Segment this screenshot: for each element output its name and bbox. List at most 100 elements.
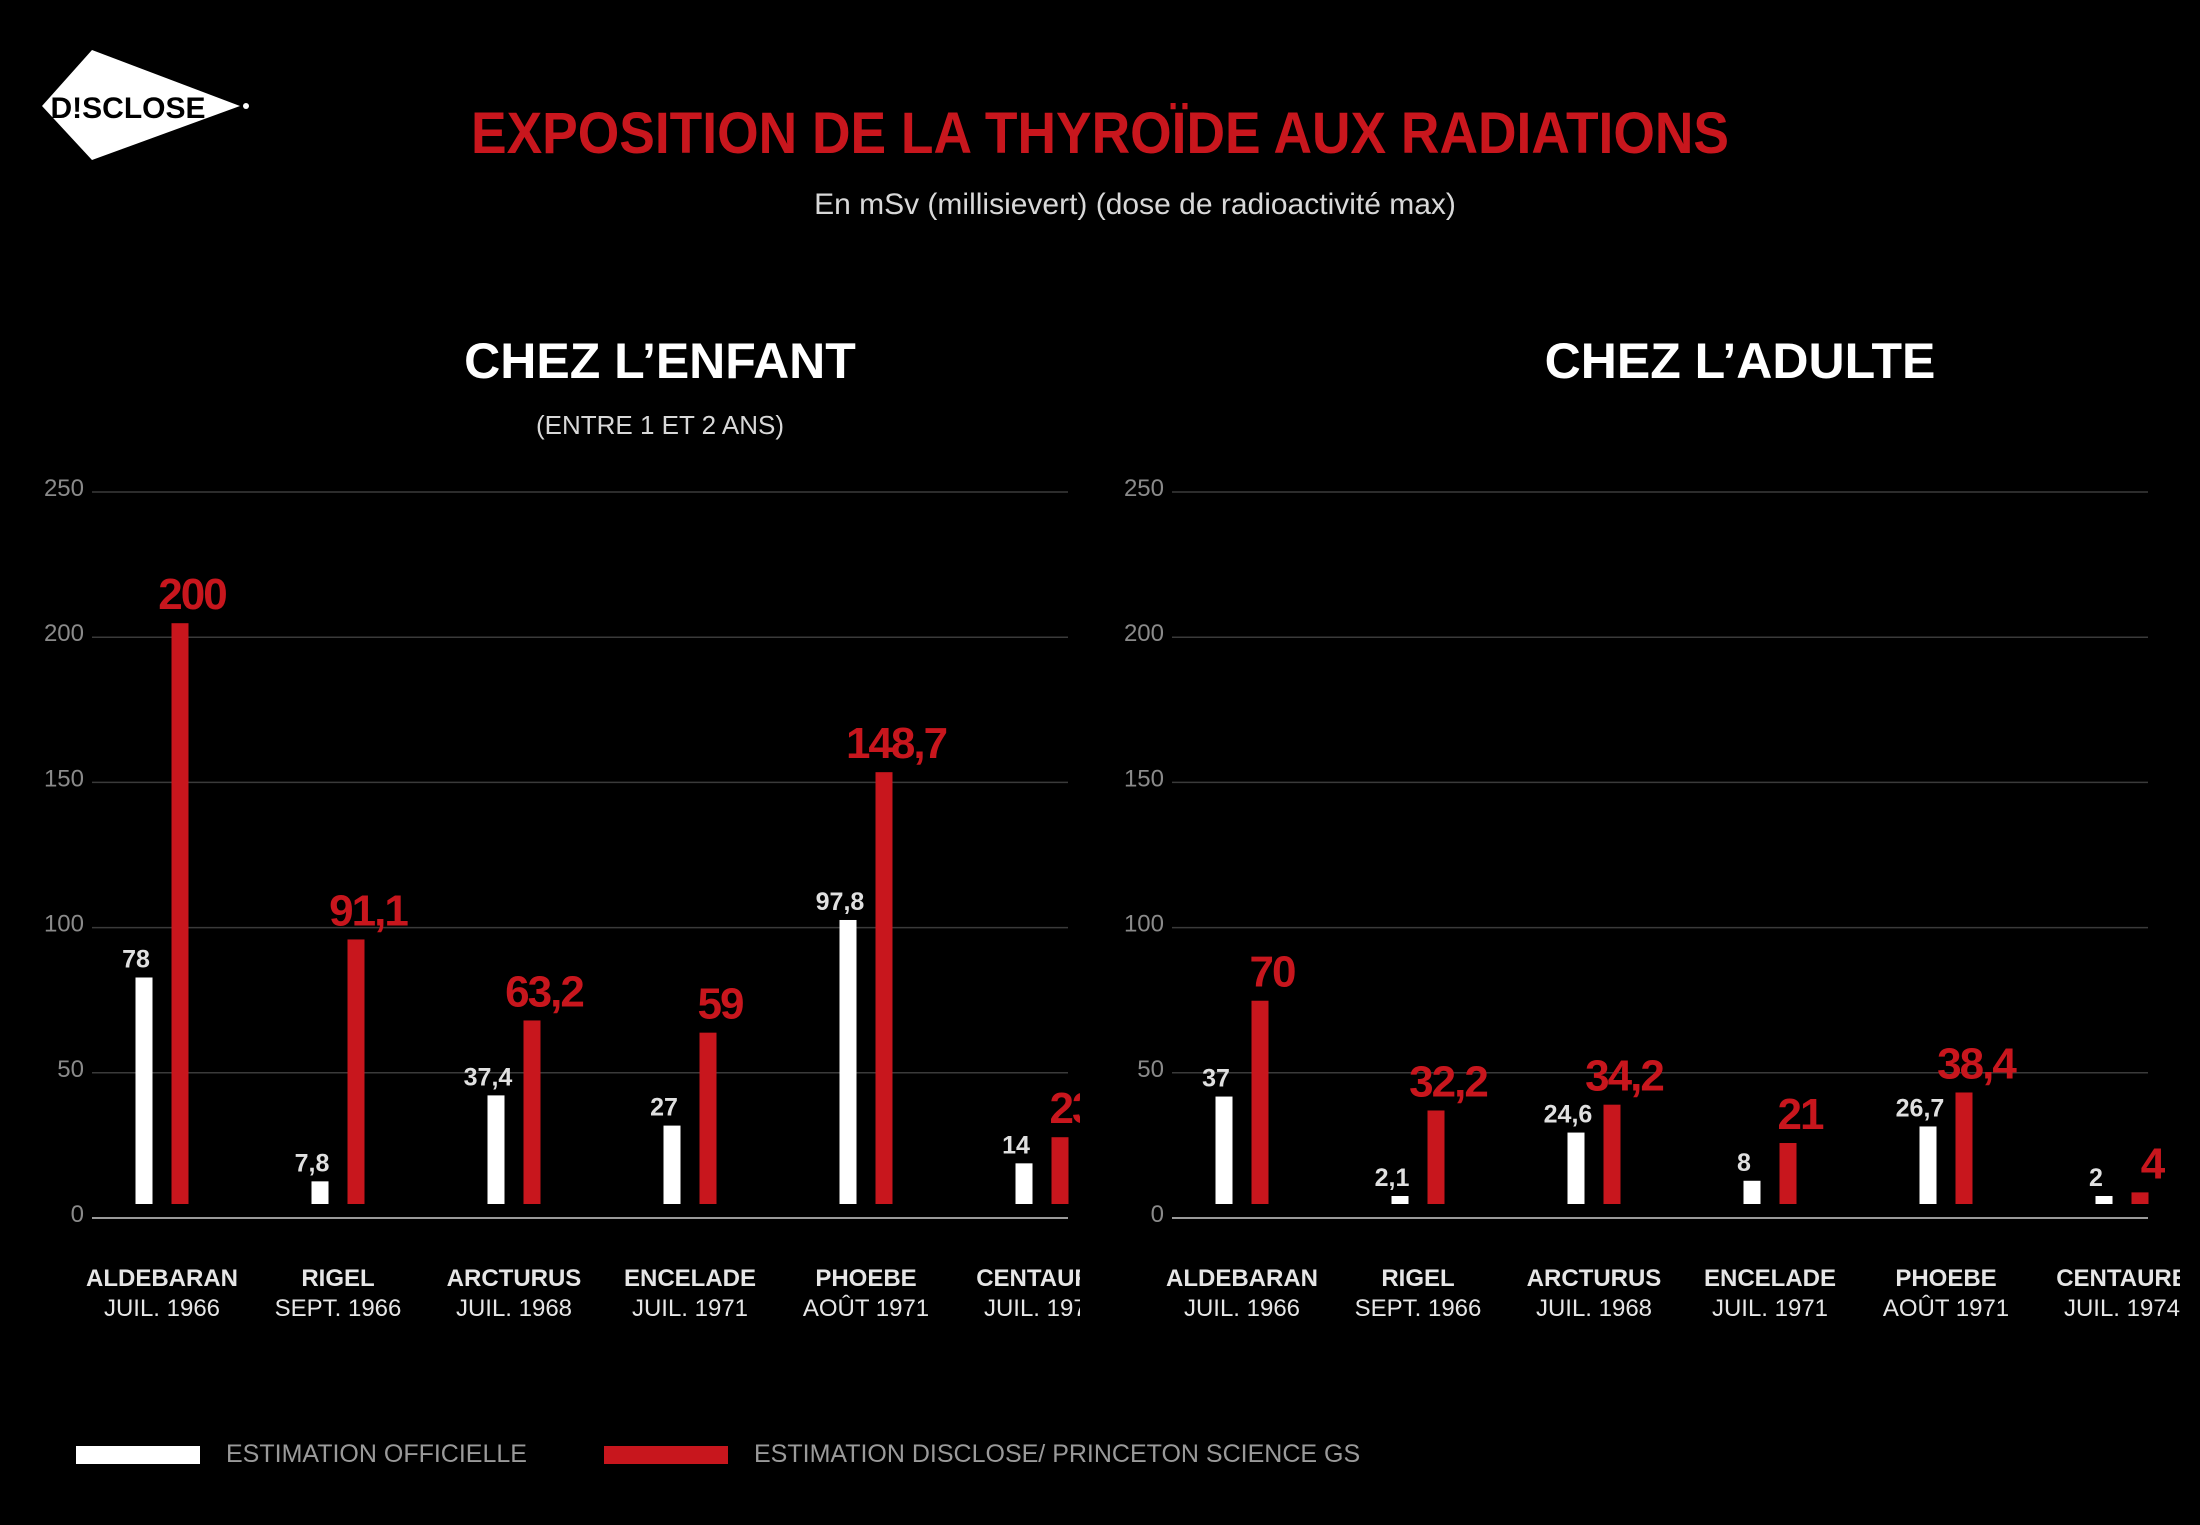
category-name: ENCELADE: [1704, 1265, 1836, 1292]
legend-label-disclose: ESTIMATION DISCLOSE/ PRINCETON SCIENCE G…: [754, 1440, 1361, 1468]
category-name: ARCTURUS: [447, 1265, 582, 1292]
bar-official: [1015, 1163, 1033, 1204]
data-label-official: 27: [650, 1094, 678, 1122]
data-label-disclose: 34,2: [1585, 1052, 1663, 1101]
y-tick-label: 200: [44, 620, 84, 647]
category-date: JUIL. 1974: [984, 1295, 1080, 1322]
y-tick-label: 0: [1151, 1201, 1164, 1228]
data-label-official: 24,6: [1544, 1101, 1593, 1129]
category-date: AOÛT 1971: [1883, 1294, 2009, 1322]
bar-official: [1567, 1132, 1585, 1204]
panel-title: CHEZ L’ENFANT: [464, 333, 856, 389]
category-name: RIGEL: [1381, 1265, 1454, 1292]
data-label-disclose: 200: [158, 570, 226, 619]
bar-official: [1391, 1196, 1409, 1204]
legend-item-disclose: ESTIMATION DISCLOSE/ PRINCETON SCIENCE G…: [604, 1440, 1360, 1469]
bar-official: [663, 1125, 681, 1204]
data-label-official: 14: [1002, 1131, 1030, 1159]
category-name: ARCTURUS: [1527, 1265, 1662, 1292]
data-label-official: 26,7: [1896, 1094, 1945, 1122]
legend-swatch-disclose: [604, 1445, 728, 1464]
y-tick-label: 0: [71, 1201, 84, 1228]
bar-disclose: [1779, 1143, 1797, 1204]
data-label-official: 37: [1202, 1065, 1230, 1093]
data-label-official: 2: [2089, 1164, 2103, 1192]
bar-official: [135, 977, 153, 1204]
category-name: PHOEBE: [1895, 1265, 1996, 1292]
legend-swatch-official: [76, 1445, 200, 1464]
category-name: PHOEBE: [815, 1265, 916, 1292]
category-date: SEPT. 1966: [275, 1295, 402, 1322]
bar-disclose: [1603, 1104, 1621, 1204]
category-date: SEPT. 1966: [1355, 1295, 1482, 1322]
bar-official: [2095, 1196, 2113, 1204]
data-label-official: 2,1: [1375, 1164, 1410, 1192]
data-label-disclose: 70: [1250, 948, 1295, 997]
category-name: RIGEL: [301, 1265, 374, 1292]
data-label-official: 8: [1737, 1149, 1751, 1177]
bar-official: [839, 919, 857, 1204]
category-date: JUIL. 1971: [632, 1295, 748, 1322]
y-tick-label: 250: [44, 475, 84, 502]
bar-disclose: [347, 939, 365, 1204]
category-date: AOÛT 1971: [803, 1294, 929, 1322]
main-title: EXPOSITION DE LA THYROÏDE AUX RADIATIONS: [470, 101, 1729, 166]
logo-shape: [42, 50, 240, 160]
category-name: CENTAURE: [2056, 1265, 2180, 1292]
main-subtitle: En mSv (millisievert) (dose de radioacti…: [814, 188, 1456, 221]
bar-disclose: [523, 1020, 541, 1204]
panel-subtitle: (ENTRE 1 ET 2 ANS): [536, 410, 784, 440]
category-name: ENCELADE: [624, 1265, 756, 1292]
bar-official: [1215, 1096, 1233, 1204]
bar-disclose: [1251, 1000, 1269, 1204]
bar-official: [1919, 1126, 1937, 1204]
bar-disclose: [1427, 1110, 1445, 1204]
data-label-official: 37,4: [464, 1063, 513, 1091]
bar-official: [311, 1181, 329, 1204]
category-name: ALDEBARAN: [1166, 1265, 1318, 1292]
data-label-disclose: 4: [2141, 1139, 2166, 1188]
category-name: ALDEBARAN: [86, 1265, 238, 1292]
bar-official: [1743, 1180, 1761, 1204]
chart-enfant: CHEZ L’ENFANT (ENTRE 1 ET 2 ANS) 0 50 100 150…: [44, 333, 1080, 1322]
legend-label-official: ESTIMATION OFFICIELLE: [226, 1440, 527, 1468]
chart-adulte: CHEZ L’ADULTE 0 50 100 150 200 250 37 70 ALDEBARA…: [1124, 333, 2180, 1322]
data-label-disclose: 32,2: [1409, 1057, 1487, 1106]
category-date: JUIL. 1971: [1712, 1295, 1828, 1322]
logo-text: D!SCLOSE: [50, 92, 205, 125]
y-tick-label: 100: [1124, 911, 1164, 938]
bar-disclose: [875, 772, 893, 1204]
legend-item-official: ESTIMATION OFFICIELLE: [76, 1440, 527, 1469]
category-date: JUIL. 1974: [2064, 1295, 2180, 1322]
data-label-disclose: 148,7: [846, 719, 947, 768]
category-name: CENTAURE: [976, 1265, 1080, 1292]
disclose-logo: D!SCLOSE: [42, 50, 249, 160]
bar-disclose: [699, 1032, 717, 1204]
data-label-disclose: 59: [698, 980, 743, 1029]
data-label-disclose: 21: [1778, 1090, 1824, 1139]
category-date: JUIL. 1968: [456, 1295, 572, 1322]
logo-dot: [243, 103, 249, 109]
bar-disclose: [1955, 1092, 1973, 1204]
bar-official: [487, 1095, 505, 1204]
y-tick-label: 200: [1124, 620, 1164, 647]
bar-disclose: [1051, 1137, 1069, 1204]
y-tick-label: 50: [1137, 1056, 1164, 1083]
y-tick-label: 100: [44, 911, 84, 938]
data-label-official: 78: [122, 945, 150, 973]
data-label-disclose: 38,4: [1937, 1039, 2017, 1088]
y-tick-label: 50: [57, 1056, 84, 1083]
data-label-official: 7,8: [295, 1149, 330, 1177]
y-tick-label: 150: [1124, 765, 1164, 792]
y-tick-label: 250: [1124, 475, 1164, 502]
category-date: JUIL. 1966: [1184, 1295, 1300, 1322]
bar-disclose: [2131, 1192, 2149, 1204]
y-tick-label: 150: [44, 765, 84, 792]
data-label-disclose: 91,1: [329, 886, 408, 935]
category-date: JUIL. 1968: [1536, 1295, 1652, 1322]
category-date: JUIL. 1966: [104, 1295, 220, 1322]
panel-title: CHEZ L’ADULTE: [1545, 333, 1936, 389]
data-label-disclose: 63,2: [505, 967, 583, 1016]
data-label-disclose: 23: [1050, 1084, 1080, 1133]
bar-disclose: [171, 623, 189, 1204]
